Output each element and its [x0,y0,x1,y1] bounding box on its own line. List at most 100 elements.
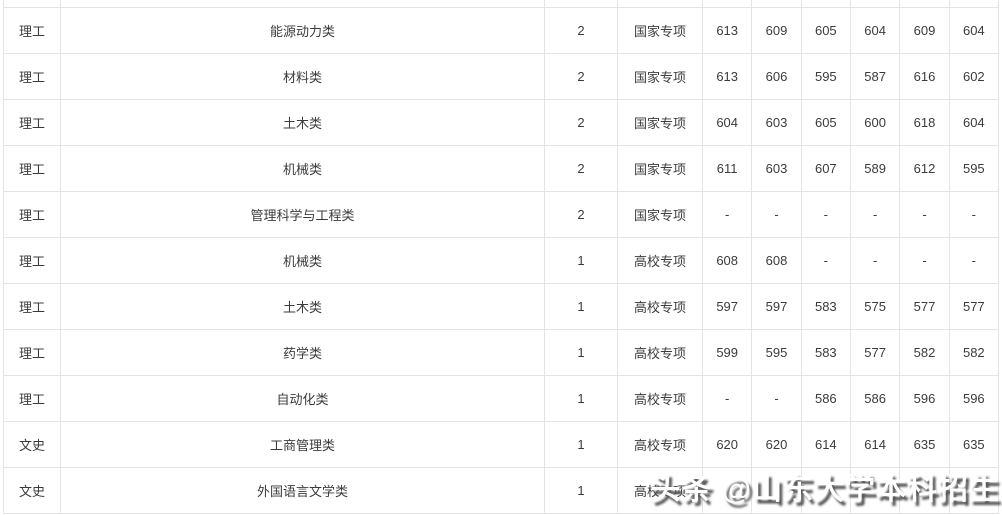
score-cell: 612 [900,146,950,192]
count-cell: 1 [545,376,618,422]
score-cell [801,468,851,514]
score-cell [850,468,901,514]
major-cell: 管理科学与工程类 [61,192,545,238]
score-cell: 600 [850,100,901,146]
score-cell: 611 [703,146,753,192]
plan-cell: 国家专项 [618,100,703,146]
score-cell [949,468,999,514]
score-cell: 614 [801,422,851,468]
score-cell: 618 [900,100,950,146]
score-cell: 613 [703,8,753,54]
score-cell: 589 [850,146,901,192]
score-cell: - [949,238,999,284]
score-cell: 605 [801,8,851,54]
category-cell: 理工 [3,192,61,238]
score-cell: - [850,192,901,238]
plan-cell: 高校专项 [618,284,703,330]
stub-cell [949,0,999,8]
stub-cell [545,0,618,8]
table-row: 理工 土木类 2 国家专项 604 603 605 600 618 604 [3,100,999,146]
score-cell: 602 [949,54,999,100]
table-row: 文史 外国语言文学类 1 高校专项 [3,468,999,514]
score-cell: 597 [703,284,753,330]
category-cell: 理工 [3,376,61,422]
table-row: 理工 材料类 2 国家专项 613 606 595 587 616 602 [3,54,999,100]
table-row: 文史 工商管理类 1 高校专项 620 620 614 614 635 635 [3,422,999,468]
count-cell: 1 [545,284,618,330]
score-cell: 609 [900,8,950,54]
score-cell: - [703,376,753,422]
table-row: 理工 药学类 1 高校专项 599 595 583 577 582 582 [3,330,999,376]
score-cell: 635 [949,422,999,468]
score-cell: - [801,238,851,284]
score-cell: - [850,238,901,284]
score-cell: - [752,376,802,422]
category-cell: 理工 [3,100,61,146]
score-cell: 595 [752,330,802,376]
score-cell: - [752,192,802,238]
score-cell: 604 [949,8,999,54]
score-cell: - [900,238,950,284]
count-cell: 1 [545,422,618,468]
category-cell: 理工 [3,238,61,284]
category-cell: 文史 [3,468,61,514]
score-cell: 616 [900,54,950,100]
plan-cell: 高校专项 [618,330,703,376]
score-cell [752,468,802,514]
score-cell: 604 [949,100,999,146]
table-row: 理工 土木类 1 高校专项 597 597 583 575 577 577 [3,284,999,330]
plan-cell: 国家专项 [618,192,703,238]
score-cell: 596 [949,376,999,422]
category-cell: 理工 [3,146,61,192]
score-cell: 609 [752,8,802,54]
score-cell: 635 [900,422,950,468]
plan-cell: 高校专项 [618,376,703,422]
count-cell: 2 [545,54,618,100]
score-cell: 596 [900,376,950,422]
score-cell: 620 [752,422,802,468]
table-row: 理工 能源动力类 2 国家专项 613 609 605 604 609 604 [3,8,999,54]
stub-cell [850,0,901,8]
score-cell [703,468,753,514]
score-cell: 606 [752,54,802,100]
score-cell: 603 [752,100,802,146]
count-cell: 2 [545,192,618,238]
major-cell: 机械类 [61,146,545,192]
table-row: 理工 自动化类 1 高校专项 - -586 586 596 596 [3,376,999,422]
category-cell: 理工 [3,8,61,54]
stub-cell [3,0,61,8]
plan-cell: 高校专项 [618,422,703,468]
major-cell: 外国语言文学类 [61,468,545,514]
score-cell: 583 [801,330,851,376]
table-row: 理工 机械类 1 高校专项 608 608- - - - [3,238,999,284]
category-cell: 理工 [3,284,61,330]
major-cell: 土木类 [61,100,545,146]
score-cell: 582 [949,330,999,376]
stub-cell [618,0,703,8]
score-cell: 605 [801,100,851,146]
score-cell [900,468,950,514]
plan-cell: 国家专项 [618,8,703,54]
score-cell: 577 [949,284,999,330]
score-cell: 603 [752,146,802,192]
score-cell: 577 [850,330,901,376]
score-cell: 586 [801,376,851,422]
score-cell: - [949,192,999,238]
plan-cell: 高校专项 [618,238,703,284]
count-cell: 2 [545,100,618,146]
score-cell: 599 [703,330,753,376]
score-cell: 582 [900,330,950,376]
plan-cell: 国家专项 [618,146,703,192]
score-cell: 595 [801,54,851,100]
admission-score-table: 理工 能源动力类 2 国家专项 613 609 605 604 609 604 理工 材料类 2 国家专项… [3,0,999,514]
score-cell: 597 [752,284,802,330]
score-cell: 604 [703,100,753,146]
table-row: 理工 管理科学与工程类 2 国家专项 - - - - - - [3,192,999,238]
plan-cell: 高校专项 [618,468,703,514]
score-cell: 613 [703,54,753,100]
major-cell: 药学类 [61,330,545,376]
score-cell: 604 [850,8,901,54]
score-cell: 586 [850,376,901,422]
score-cell: 608 [752,238,802,284]
